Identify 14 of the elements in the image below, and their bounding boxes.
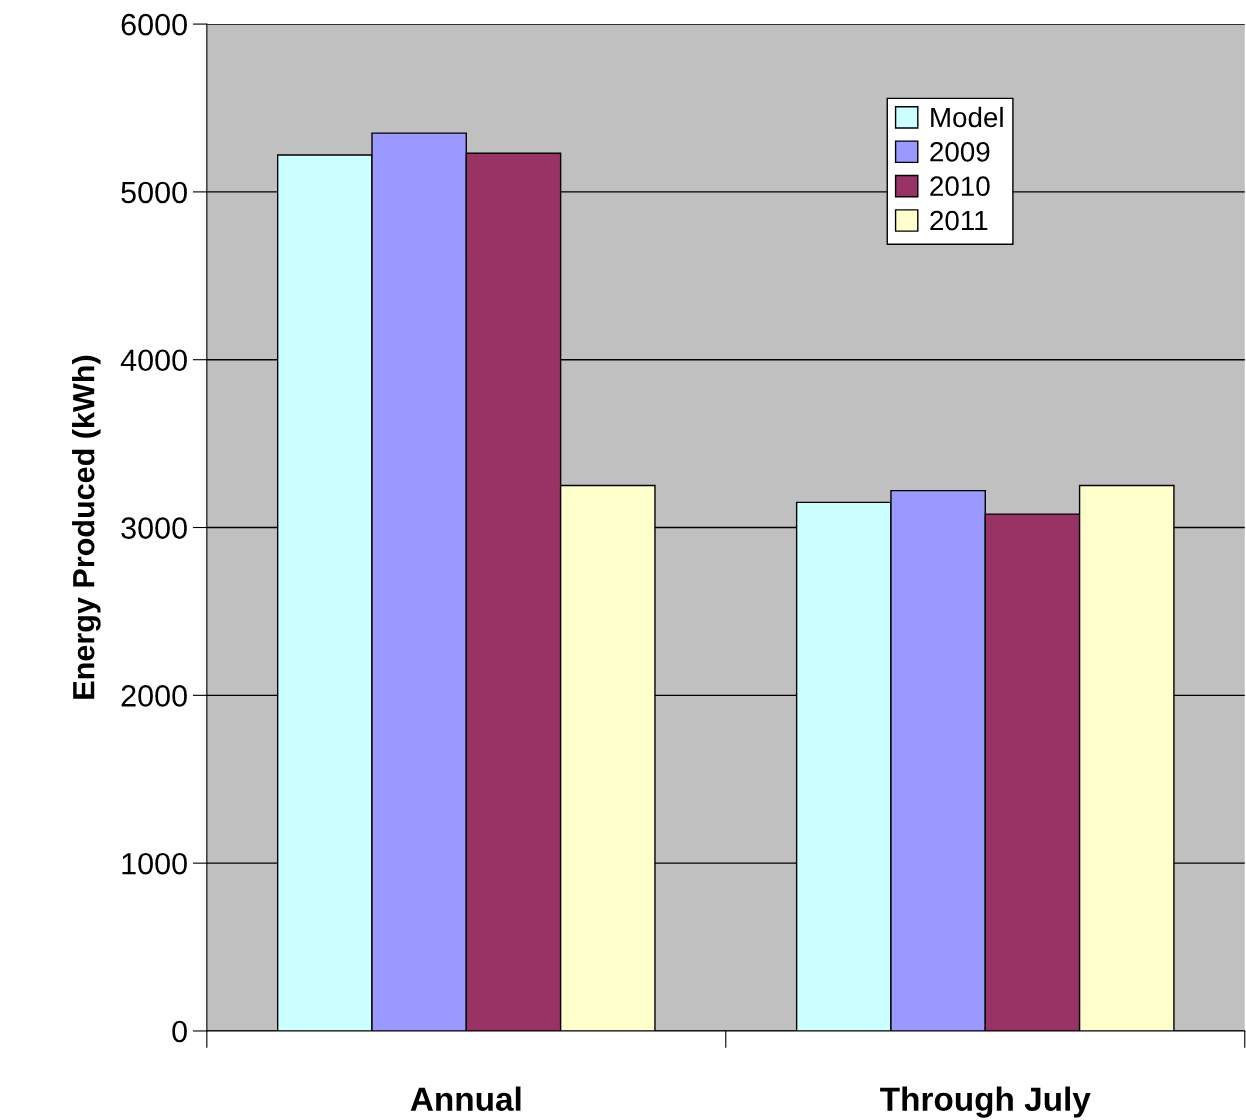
y-tick-label: 5000 — [121, 181, 187, 204]
y-tick-label: 2000 — [121, 685, 187, 707]
x-tick-label: Annual — [410, 1086, 521, 1111]
legend-label: 2011 — [930, 210, 988, 231]
y-tick-label: 4000 — [120, 349, 187, 372]
y-tick-label: 3000 — [121, 517, 187, 539]
legend-label: 2010 — [930, 176, 990, 197]
legend-label: Model — [931, 106, 1003, 128]
y-tick-label: 1000 — [122, 852, 187, 875]
x-tick-label: Through July — [880, 1086, 1091, 1118]
y-tick-label: 6000 — [121, 13, 187, 36]
y-axis-title: Energy Produced (kWh) — [72, 355, 101, 699]
y-tick-label: 0 — [172, 1020, 187, 1043]
legend-label: 2009 — [930, 141, 990, 162]
